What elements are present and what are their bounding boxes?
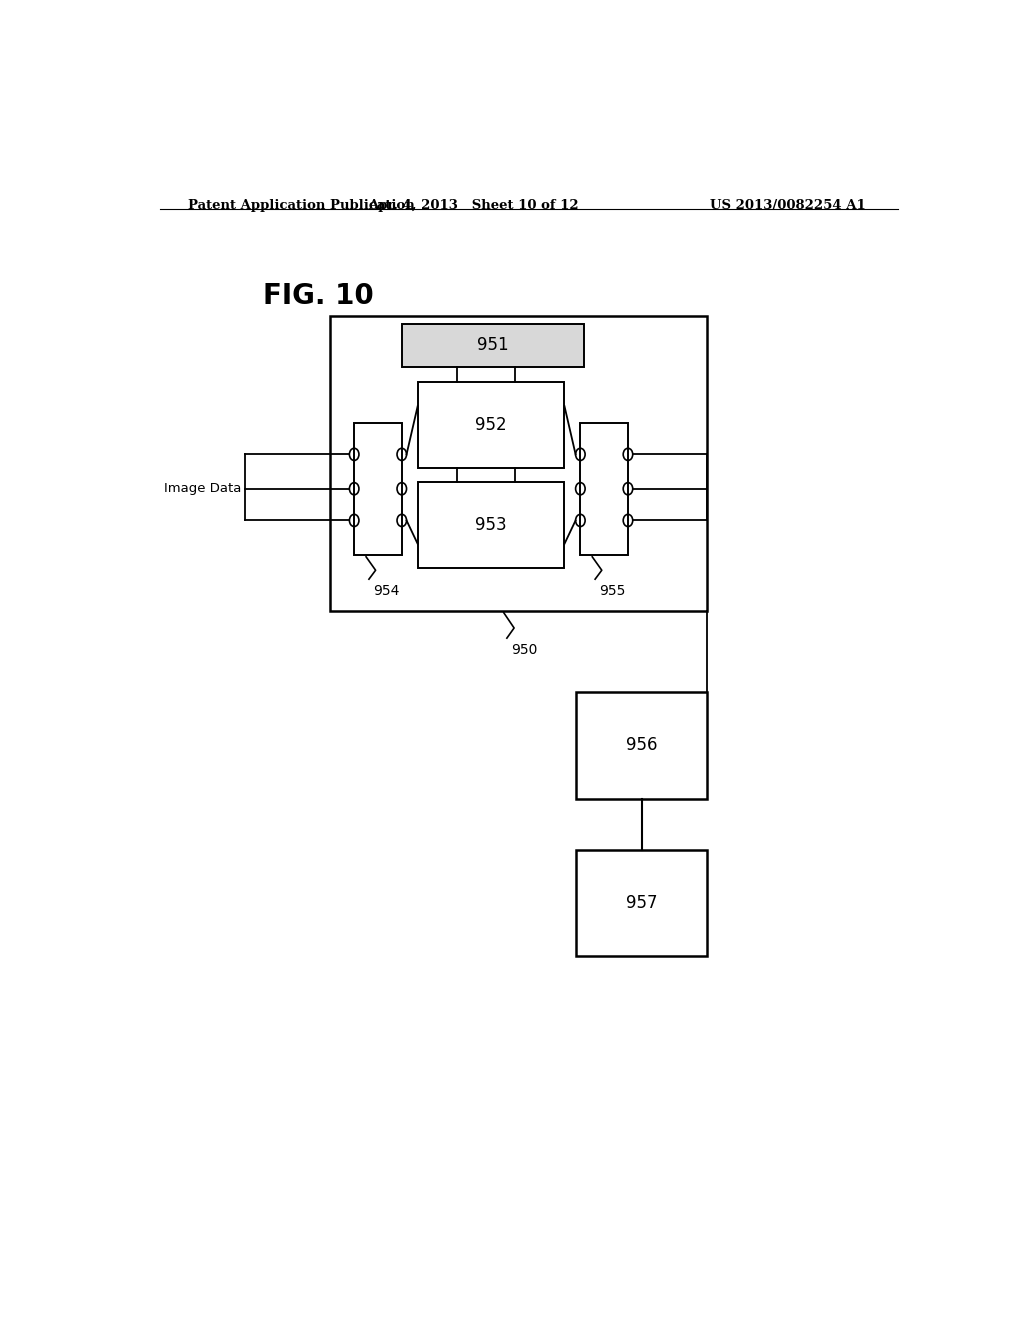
Text: 952: 952 [475,416,507,434]
Text: US 2013/0082254 A1: US 2013/0082254 A1 [711,199,866,213]
Text: 950: 950 [511,643,538,657]
Text: 953: 953 [475,516,507,533]
Bar [331,315,708,611]
Bar [418,482,564,568]
Bar [577,692,708,799]
Text: Image Data: Image Data [164,482,242,495]
Bar [581,422,628,554]
Bar [577,850,708,956]
Text: 956: 956 [626,737,657,754]
Text: Apr. 4, 2013   Sheet 10 of 12: Apr. 4, 2013 Sheet 10 of 12 [368,199,579,213]
Bar [354,422,401,554]
Bar [418,381,564,469]
Text: 955: 955 [599,585,626,598]
Text: FIG. 10: FIG. 10 [263,282,374,310]
Bar [401,325,585,367]
Text: Patent Application Publication: Patent Application Publication [187,199,415,213]
Text: 951: 951 [477,337,509,354]
Text: 957: 957 [626,894,657,912]
Text: 954: 954 [373,585,399,598]
